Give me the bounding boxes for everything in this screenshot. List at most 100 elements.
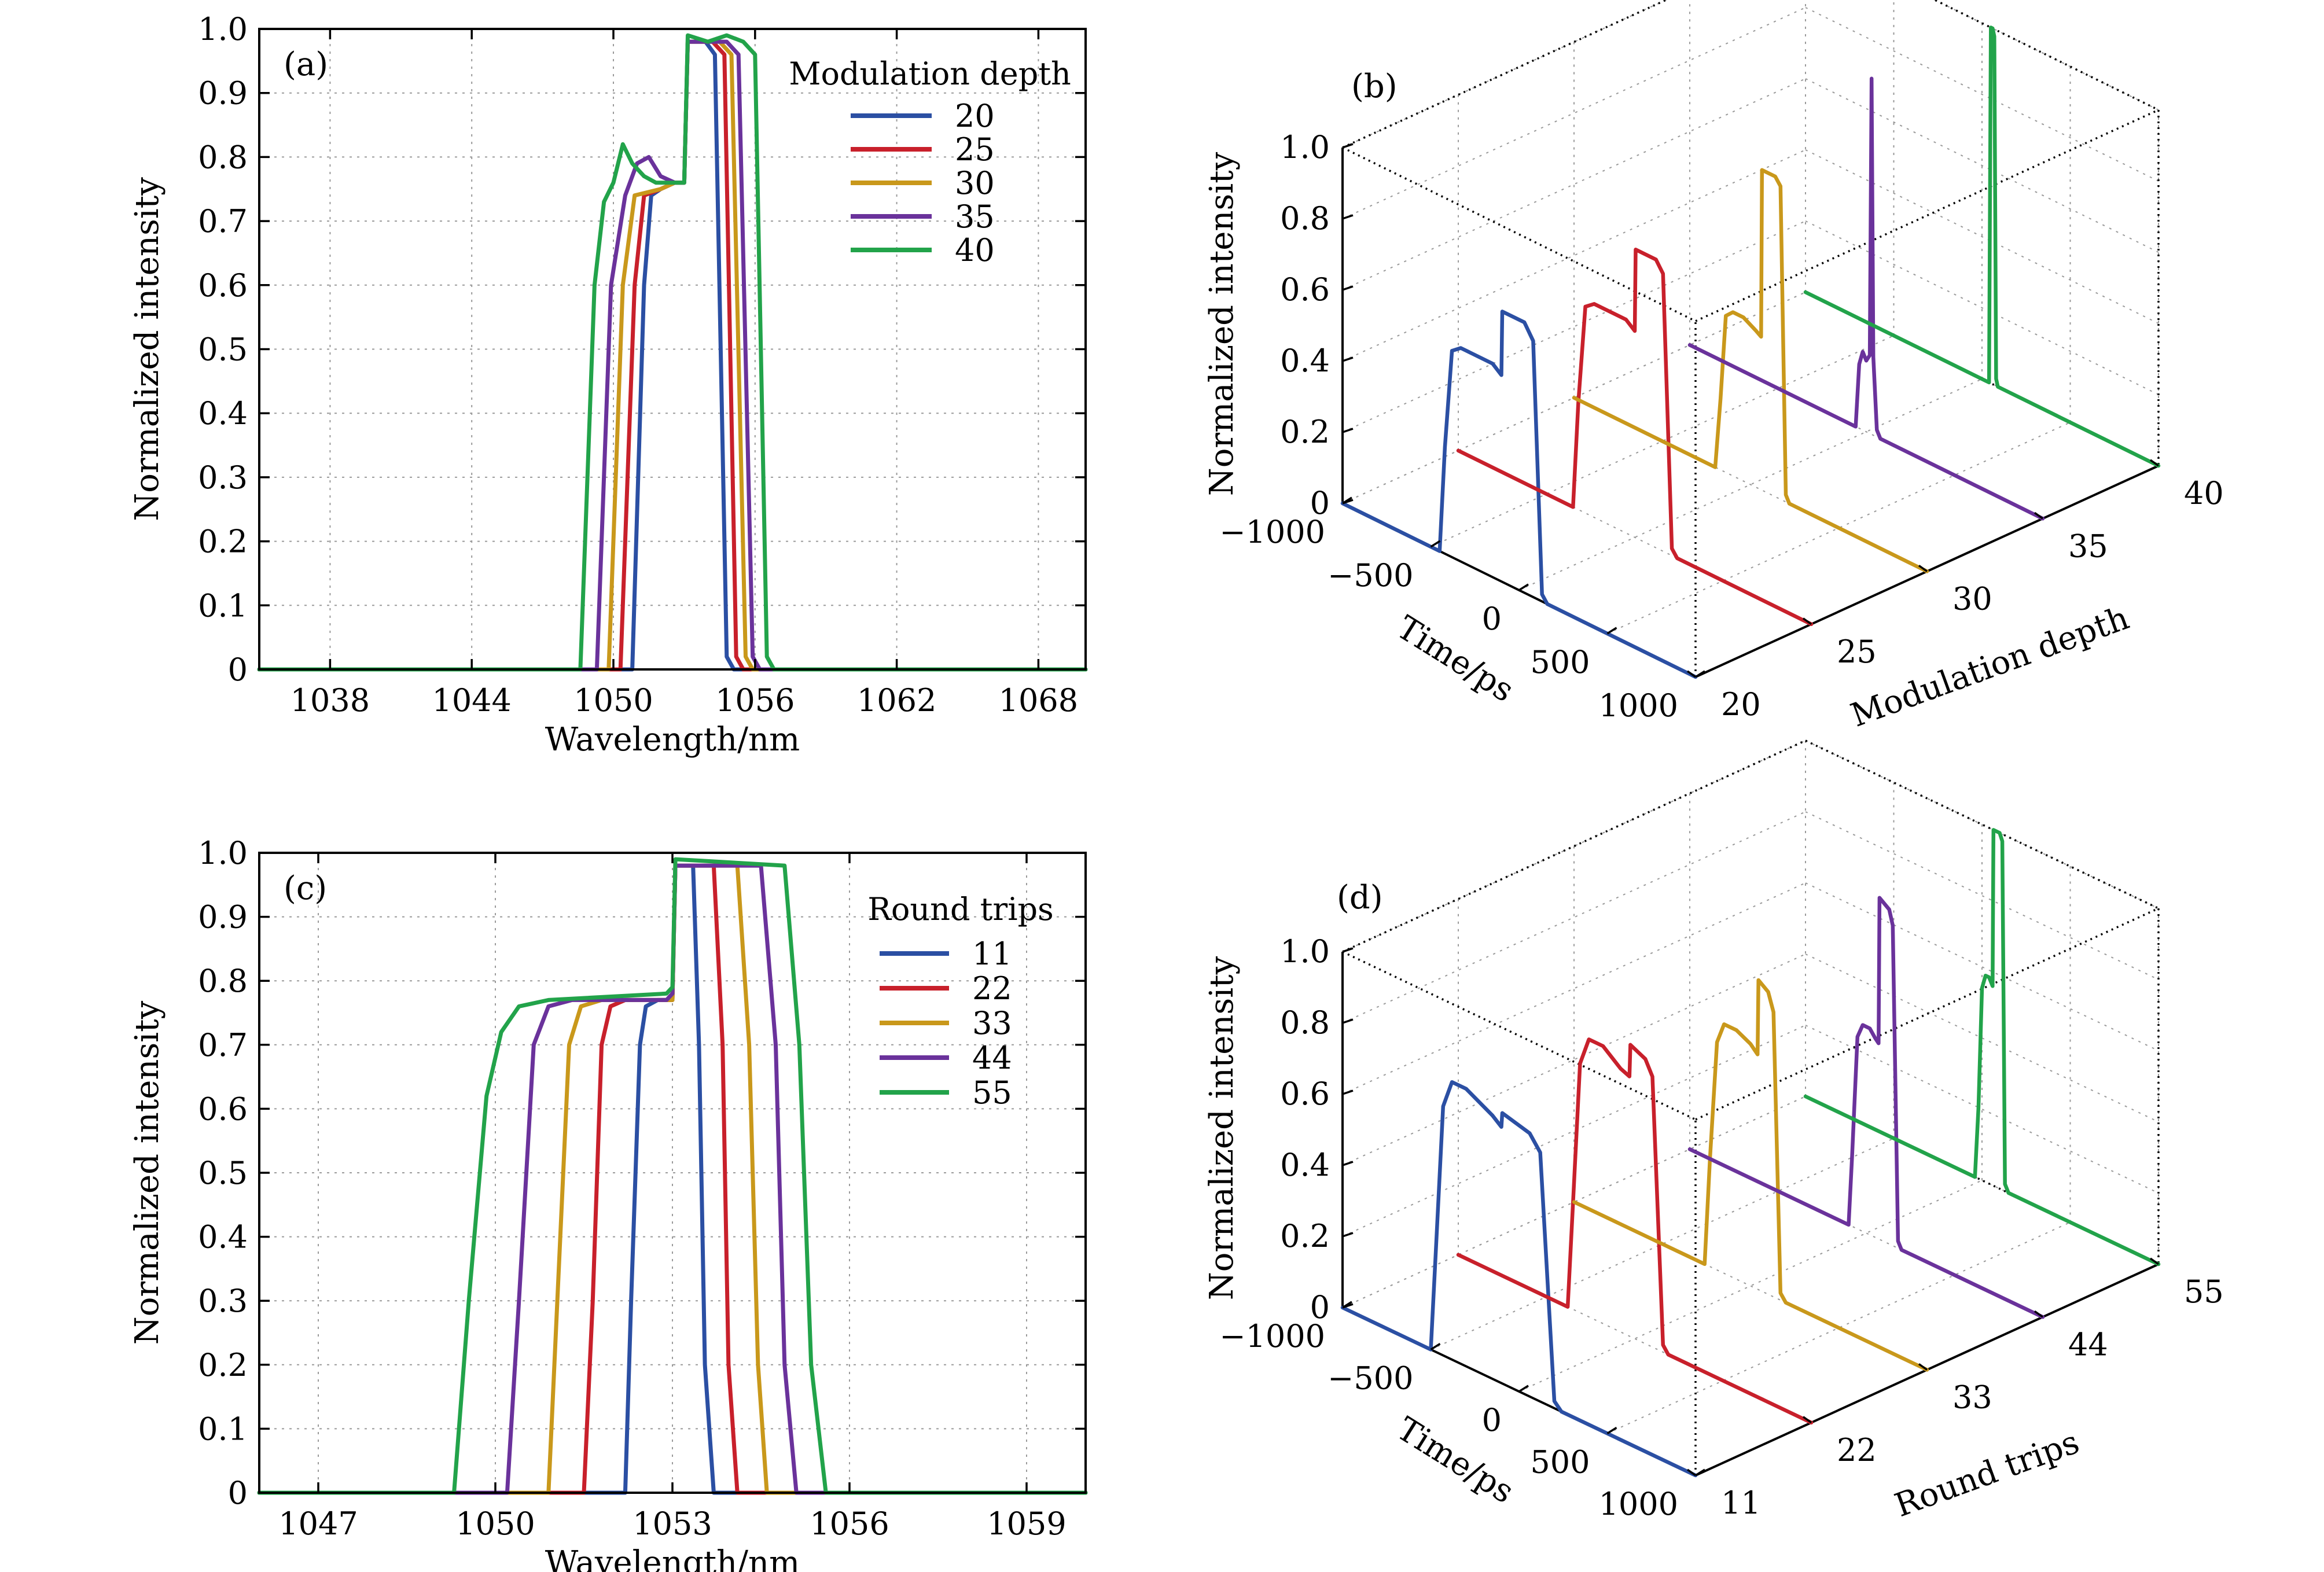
panel-c: 1047 1050 1053 1056 1059 0 0.1 0.2 0.3 0.4 0.5 0.6 0… — [128, 835, 1088, 1572]
x-tick-label: 1050 — [573, 682, 653, 719]
y-tick-label: 0.8 — [198, 963, 248, 999]
y-tick — [1802, 1416, 1812, 1424]
legend-label-11: 11 — [972, 936, 1012, 972]
side-wall-gridline — [1342, 740, 1806, 952]
box-edge — [1342, 739, 1806, 953]
panel-label: (a) — [284, 46, 328, 83]
y-tick — [1918, 565, 1928, 572]
legend-title: Round trips — [867, 891, 1054, 927]
x-tick-label: −500 — [1328, 557, 1413, 594]
series-line-55 — [1803, 828, 2161, 1267]
x-tick-label: 1068 — [999, 682, 1078, 719]
floor-gridline — [1518, 378, 1983, 591]
y-tick — [1686, 670, 1697, 678]
panel-label: (c) — [284, 870, 327, 907]
x-tick — [1342, 1301, 1352, 1309]
y-tick-label: 0.8 — [198, 139, 248, 175]
panel-a: 1038 1044 1050 1056 1062 1068 0 0.1 0.2 0.3 0.4 0.5… — [128, 11, 1088, 759]
x-tick-label: 1062 — [857, 682, 936, 719]
z-tick-label: 0.8 — [1280, 1004, 1330, 1041]
z-tick — [1342, 1232, 1354, 1238]
side-wall-gridline — [1342, 149, 1806, 362]
series-line-22 — [1456, 1037, 1814, 1425]
z-tick-label: 0.6 — [1280, 1076, 1330, 1112]
x-tick — [1342, 496, 1352, 505]
z-tick — [1342, 356, 1354, 362]
x-tick-label: 1000 — [1599, 687, 1678, 724]
y-tick-label: 0.7 — [198, 203, 248, 240]
x-tick-label: 1059 — [987, 1505, 1066, 1542]
x-tick — [1430, 1343, 1441, 1350]
legend-label-33: 33 — [972, 1005, 1012, 1041]
series-line-40 — [1803, 25, 2161, 468]
x-tick — [1518, 583, 1529, 591]
side-wall-gridline — [1342, 78, 1806, 290]
series-line-44 — [257, 863, 1088, 1495]
y-tick — [2034, 1310, 2044, 1318]
z-tick — [1342, 1018, 1354, 1024]
side-wall-gridline — [1342, 1025, 1806, 1237]
y-tick-label: 55 — [2184, 1273, 2224, 1310]
floor-gridline — [1689, 344, 2043, 520]
z-tick — [1342, 214, 1354, 220]
back-wall-gridline — [1805, 1025, 2159, 1194]
series-line-33 — [1572, 978, 1929, 1372]
y-tick — [1918, 1363, 1928, 1371]
legend-label-20: 20 — [955, 98, 995, 134]
x-tick — [1695, 1468, 1705, 1477]
z-tick-label: 0 — [1310, 1289, 1330, 1326]
x-tick-label: 1056 — [810, 1505, 889, 1542]
z-tick-label: 1.0 — [1280, 933, 1330, 970]
z-axis-title: Normalized intensity — [1203, 152, 1241, 496]
back-wall-gridline — [1805, 149, 2159, 324]
legend-label-22: 22 — [972, 970, 1012, 1007]
x-tick-label: 500 — [1530, 1444, 1590, 1481]
y-tick-label: 0.9 — [198, 75, 248, 112]
back-wall-gridline — [1805, 953, 2159, 1122]
y-tick-label: 40 — [2184, 475, 2224, 511]
x-tick-label: 1053 — [633, 1505, 712, 1542]
z-tick-label: 0.4 — [1280, 343, 1330, 379]
y-tick-label: 0.6 — [198, 1091, 248, 1127]
panel-label: (d) — [1337, 879, 1383, 916]
x-tick — [1430, 540, 1441, 548]
legend-label-44: 44 — [972, 1040, 1012, 1076]
back-wall-gridline — [1805, 220, 2159, 395]
y-tick-label: 25 — [1837, 634, 1877, 670]
legend-label-35: 35 — [955, 198, 995, 235]
floor-gridline — [1431, 1137, 1894, 1350]
floor-gridline — [1431, 335, 1894, 547]
back-wall-gridline — [1805, 882, 2159, 1051]
x-tick-label: −1000 — [1219, 514, 1325, 550]
floor-gridline — [1342, 1096, 1806, 1308]
x-tick-label: 1047 — [278, 1505, 358, 1542]
z-tick — [1342, 143, 1354, 149]
x-tick-label: 1000 — [1599, 1486, 1678, 1522]
z-axis-title: Normalized intensity — [1203, 956, 1241, 1300]
series-line-33 — [257, 863, 1088, 1495]
y-tick-label: 0.5 — [198, 1155, 248, 1191]
series-line-44 — [1687, 896, 2045, 1319]
side-wall-gridline — [1342, 0, 1668, 148]
y-tick-label: 0.4 — [198, 1219, 248, 1256]
y-tick-label: 0.7 — [198, 1027, 248, 1063]
y-tick-label: 0.1 — [198, 587, 248, 624]
floor-gridline — [1342, 292, 1806, 504]
series-line-25 — [1456, 248, 1814, 627]
y-tick-label: 0.4 — [198, 395, 248, 432]
y-tick-label: 0.3 — [198, 1283, 248, 1319]
floor-gridline — [1607, 1221, 2071, 1434]
z-tick — [1342, 1161, 1354, 1166]
back-wall-gridline — [1805, 7, 2159, 182]
y-tick-label: 1.0 — [198, 11, 248, 47]
z-tick — [1342, 947, 1354, 953]
x-tick — [1606, 1427, 1617, 1434]
box-edge — [1695, 907, 2159, 1121]
x-tick-label: 1056 — [715, 682, 795, 719]
z-tick-label: 0.8 — [1280, 200, 1330, 237]
x-tick-label: 1038 — [290, 682, 370, 719]
x-tick-label: 1044 — [432, 682, 511, 719]
box-edge — [1342, 951, 1696, 1121]
